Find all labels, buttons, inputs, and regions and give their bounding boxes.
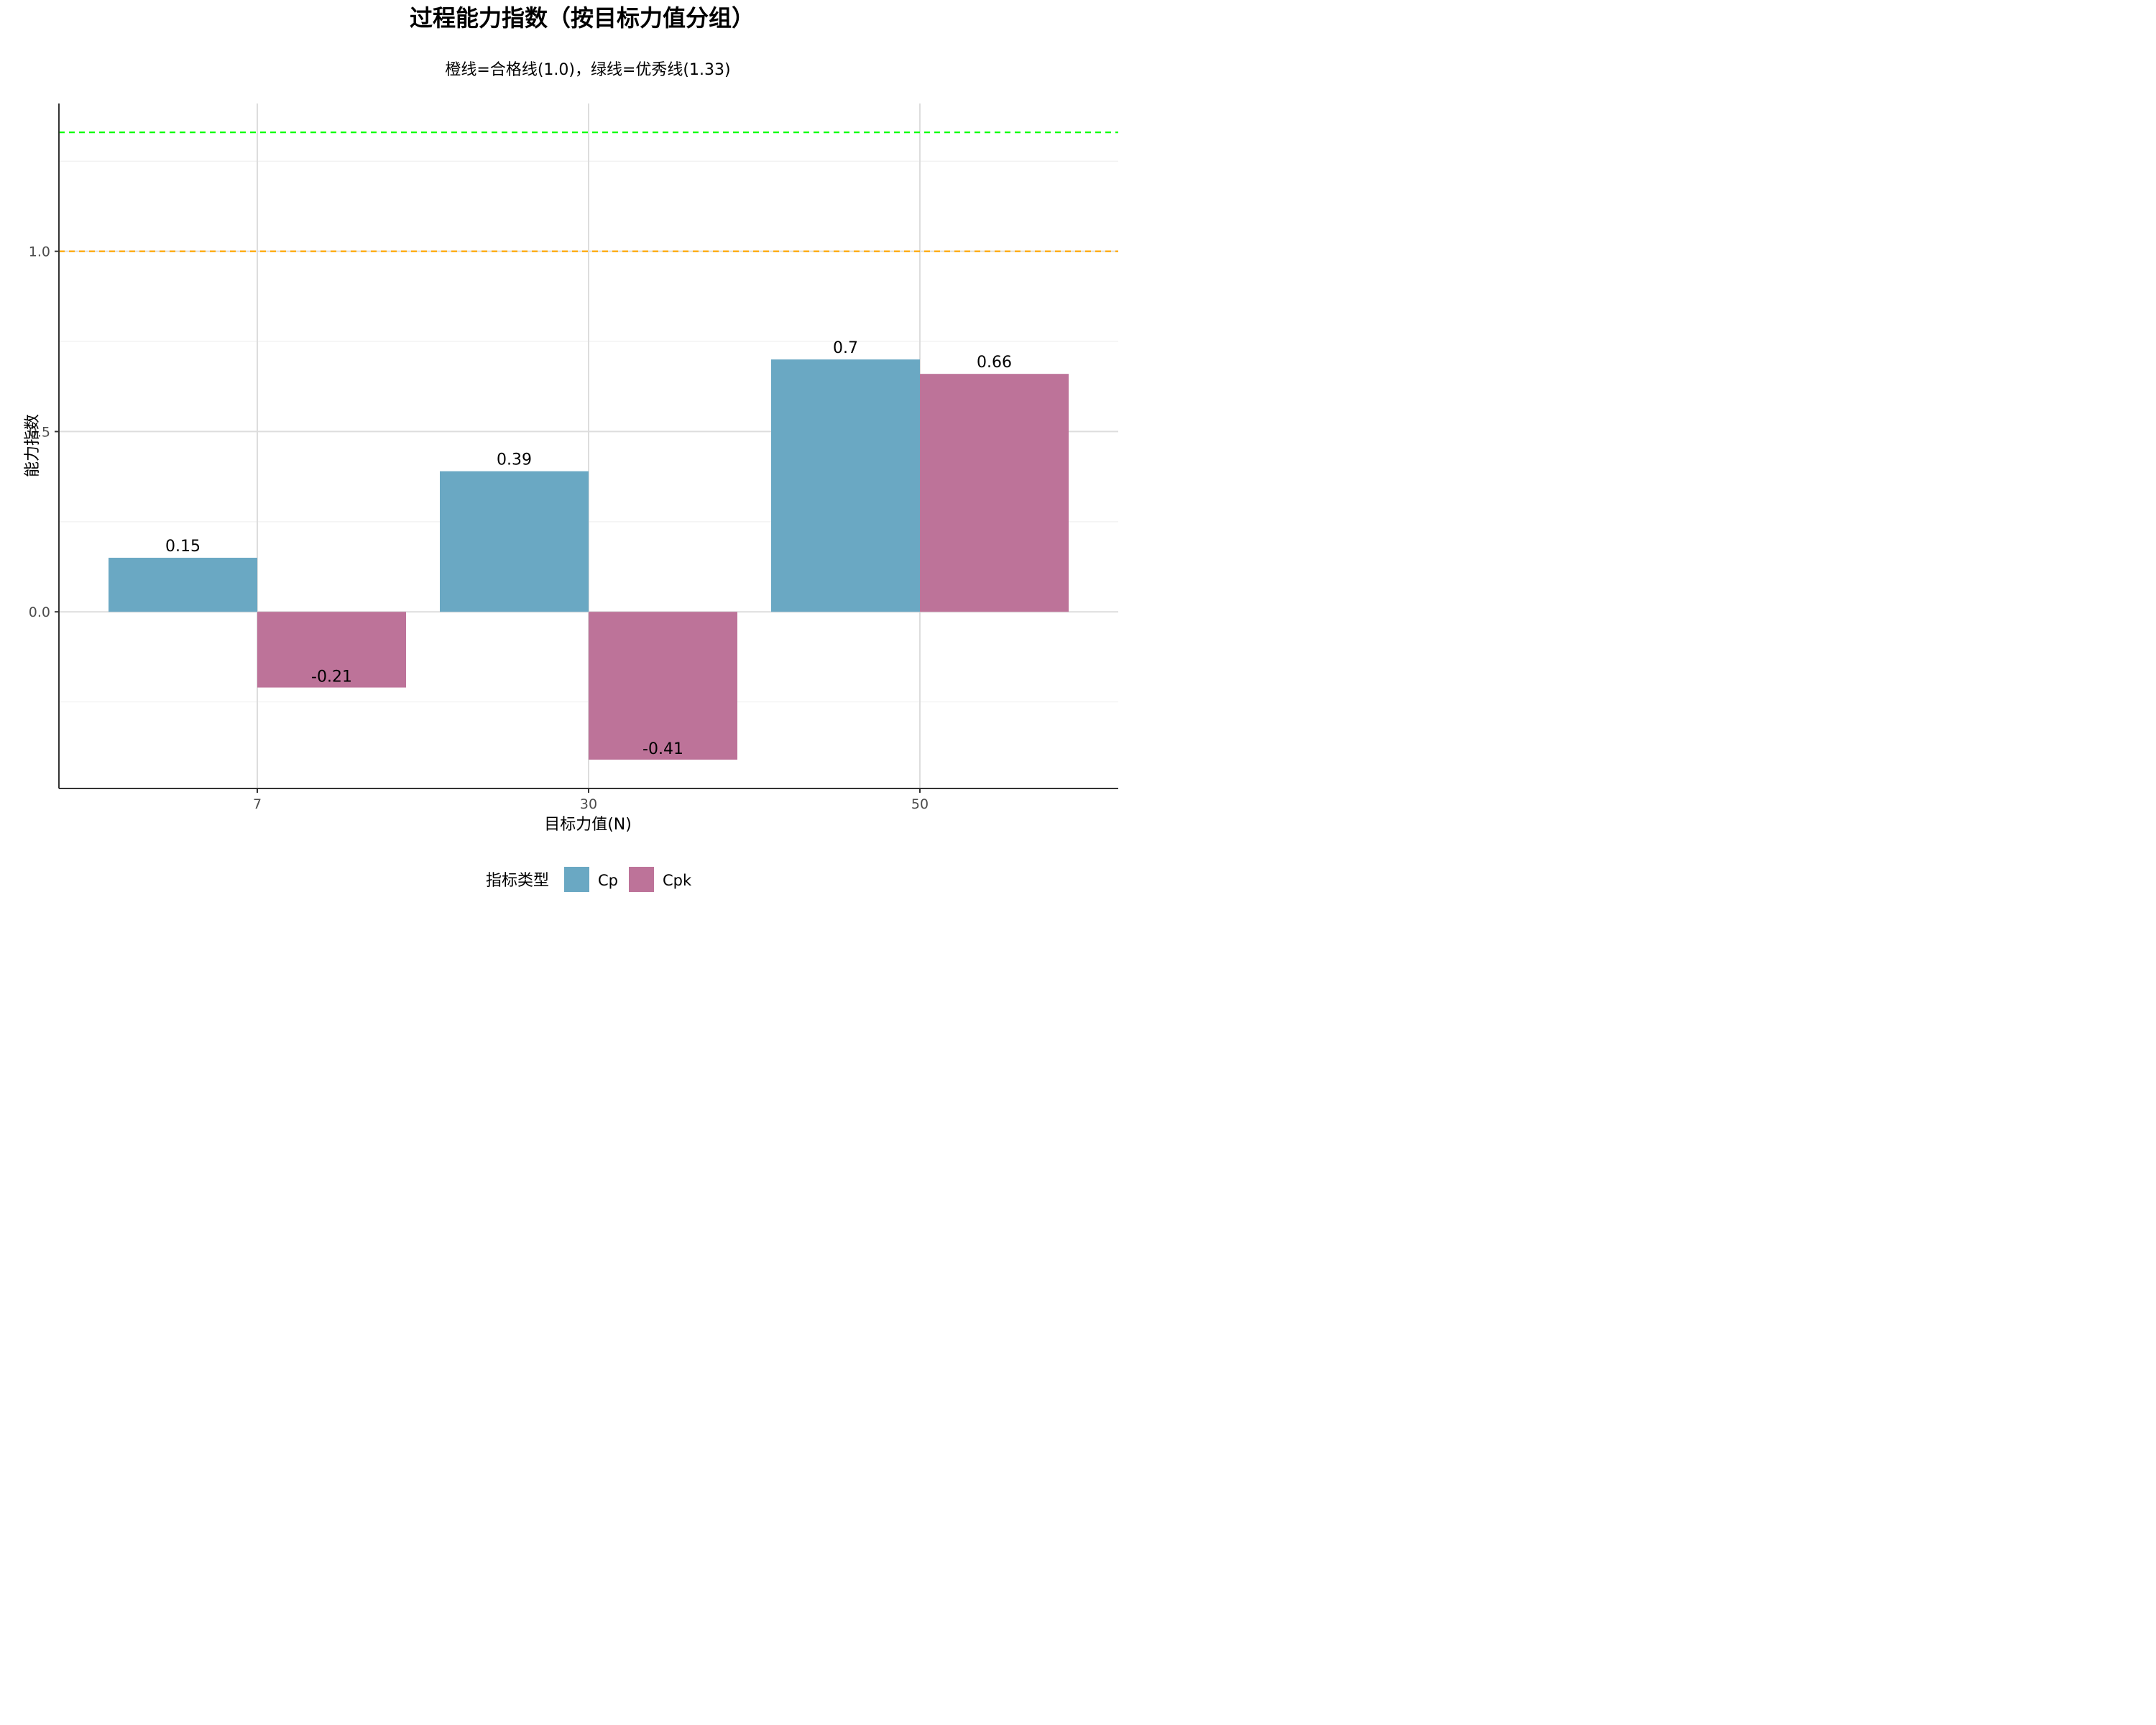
bar-cpk-50 <box>920 374 1069 612</box>
legend-key-cpk <box>629 867 654 892</box>
legend: 指标类型 Cp Cpk <box>486 867 692 892</box>
y-tick-label: 0.5 <box>29 424 50 440</box>
bar-cpk-7 <box>257 612 406 688</box>
legend-label-cp: Cp <box>598 872 618 889</box>
data-label: 0.66 <box>977 354 1012 372</box>
chart-subtitle: 橙线=合格线(1.0)，绿线=优秀线(1.33) <box>445 61 730 79</box>
legend-label-cpk: Cpk <box>663 872 692 889</box>
bar-chart: 过程能力指数（按目标力值分组） 橙线=合格线(1.0)，绿线=优秀线(1.33)… <box>24 4 1118 892</box>
data-label: 0.15 <box>165 538 201 556</box>
y-tick-label: 1.0 <box>29 244 50 260</box>
chart-root: 过程能力指数（按目标力值分组） 橙线=合格线(1.0)，绿线=优秀线(1.33)… <box>0 0 1127 901</box>
data-label: -0.21 <box>311 668 352 686</box>
x-tick-label: 7 <box>253 796 262 812</box>
chart-title: 过程能力指数（按目标力值分组） <box>410 4 755 32</box>
data-label: 0.39 <box>497 451 532 469</box>
plot-area: 0.15 0.39 0.7 -0.21 -0.41 0.66 0.0 0.5 1.0 7 30 50 <box>29 104 1118 812</box>
bar-cpk-30 <box>589 612 737 760</box>
bar-cp-30 <box>440 471 589 612</box>
x-axis-title: 目标力值(N) <box>544 816 632 834</box>
data-label: 0.7 <box>833 339 858 357</box>
x-tick-label: 30 <box>580 796 597 812</box>
y-axis-title: 能力指数 <box>24 414 42 477</box>
x-tick-label: 50 <box>911 796 929 812</box>
data-label: -0.41 <box>642 740 683 758</box>
bar-cp-7 <box>109 557 257 612</box>
legend-title: 指标类型 <box>486 872 549 890</box>
legend-key-cp <box>564 867 589 892</box>
bar-cp-50 <box>771 359 920 612</box>
y-tick-label: 0.0 <box>29 604 50 620</box>
